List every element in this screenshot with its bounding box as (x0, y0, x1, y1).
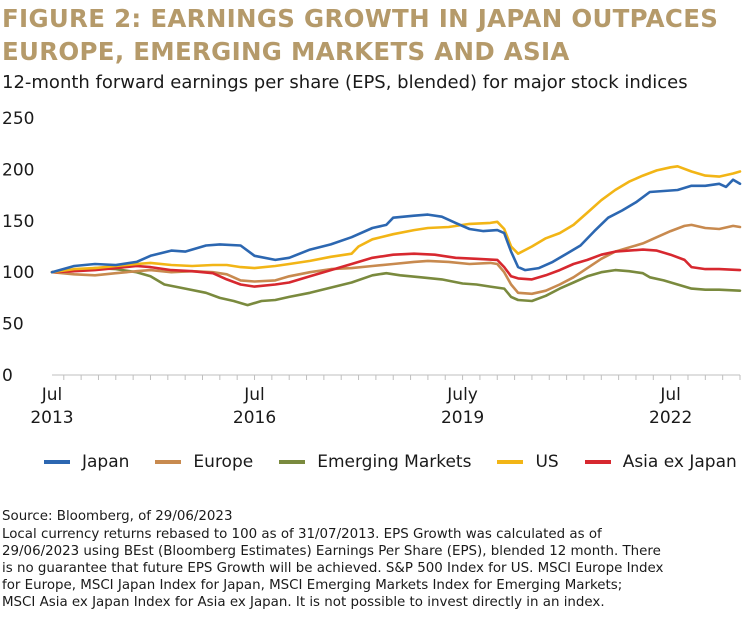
series-line-emerging-markets (50, 266, 742, 307)
legend-item-europe: Europe (155, 452, 253, 472)
x-tick-label-year: 2019 (441, 408, 484, 428)
chart-legend: Japan Europe Emerging Markets US Asia ex Jap… (44, 452, 750, 472)
legend-item-japan: Japan (44, 452, 129, 472)
y-tick-label: 0 (2, 366, 13, 386)
footnote-line: for Europe, MSCI Japan Index for Japan, … (2, 578, 623, 593)
legend-swatch (584, 460, 611, 464)
y-tick-label: 250 (2, 109, 34, 129)
y-tick-label: 50 (2, 315, 24, 335)
footnote-line: MSCI Asia ex Japan Index for Asia ex Jap… (2, 595, 605, 610)
series-lines (50, 165, 742, 307)
y-tick-label: 200 (2, 160, 34, 180)
x-tick-label-month: Jul (41, 385, 63, 405)
x-tick-label-month: July (446, 385, 478, 405)
legend-label: Asia ex Japan (622, 452, 737, 472)
x-tick-label-year: 2022 (649, 408, 692, 428)
legend-swatch (44, 460, 70, 464)
chart-subtitle: 12-month forward earnings per share (EPS… (2, 72, 688, 93)
figure-title-line-2: EUROPE, EMERGING MARKETS AND ASIA (2, 37, 570, 66)
footnote-line: Local currency returns rebased to 100 as… (2, 527, 602, 542)
y-axis: 0 50 100 150 200 250 (2, 109, 34, 386)
legend-label: US (535, 452, 559, 472)
series-line-europe (50, 223, 742, 296)
y-tick-label: 150 (2, 212, 34, 232)
legend-swatch (497, 460, 524, 464)
legend-swatch (279, 460, 306, 464)
x-tick-label-month: Jul (659, 385, 681, 405)
legend-item-asia-ex-japan: Asia ex Japan (584, 452, 737, 472)
x-tick-label-year: 2016 (233, 408, 276, 428)
legend-swatch (155, 460, 182, 464)
series-line-asia-ex-japan (50, 248, 742, 288)
legend-label: Japan (82, 452, 130, 472)
series-line-japan (50, 178, 742, 274)
legend-item-emerging-markets: Emerging Markets (279, 452, 471, 472)
figure-title: FIGURE 2: EARNINGS GROWTH IN JAPAN OUTPA… (2, 2, 742, 68)
x-tick-label-month: Jul (243, 385, 265, 405)
x-axis: Jul 2013 Jul 2016 July 2019 Jul 2022 (30, 374, 741, 428)
source-note: Source: Bloomberg, of 29/06/2023 (2, 509, 233, 524)
series-line-us (50, 165, 742, 274)
y-tick-label: 100 (2, 263, 34, 283)
footnotes: Local currency returns rebased to 100 as… (2, 526, 748, 611)
footnote-line: 29/06/2023 using BEst (Bloomberg Estimat… (2, 544, 661, 559)
footnote-line: is no guarantee that future EPS Growth w… (2, 561, 664, 576)
legend-label: Europe (193, 452, 254, 472)
legend-label: Emerging Markets (317, 452, 472, 472)
x-tick-label-year: 2013 (30, 408, 73, 428)
figure-title-line-1: FIGURE 2: EARNINGS GROWTH IN JAPAN OUTPA… (2, 4, 719, 33)
legend-item-us: US (497, 452, 559, 472)
